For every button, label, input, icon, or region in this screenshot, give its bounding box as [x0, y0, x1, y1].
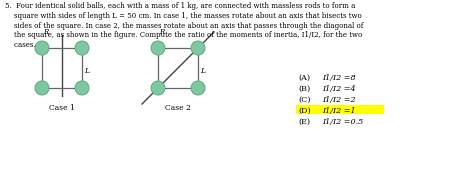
Text: square with sides of length L = 50 cm. In case 1, the masses rotate about an axi: square with sides of length L = 50 cm. I… — [5, 12, 362, 20]
Text: (B): (B) — [298, 85, 310, 93]
Text: I1/I2 =8: I1/I2 =8 — [322, 74, 356, 82]
Text: the square, as shown in the figure. Compute the ratio of the moments of inertia,: the square, as shown in the figure. Comp… — [5, 31, 362, 39]
Text: (D): (D) — [298, 107, 311, 115]
Text: I1/I2 =2: I1/I2 =2 — [322, 96, 356, 104]
Text: R: R — [43, 28, 48, 36]
Circle shape — [75, 81, 89, 95]
FancyBboxPatch shape — [296, 105, 384, 114]
Text: L: L — [200, 67, 205, 75]
Text: L: L — [84, 67, 89, 75]
Circle shape — [151, 41, 165, 55]
Text: (E): (E) — [298, 118, 310, 126]
Circle shape — [191, 41, 205, 55]
Text: 5.  Four identical solid balls, each with a mass of 1 kg, are connected with mas: 5. Four identical solid balls, each with… — [5, 2, 356, 10]
Text: I1/I2 =0.5: I1/I2 =0.5 — [322, 118, 363, 126]
Text: cases.: cases. — [5, 41, 36, 49]
Text: Case 1: Case 1 — [49, 104, 75, 112]
Text: sides of the square. In case 2, the masses rotate about an axis that passes thro: sides of the square. In case 2, the mass… — [5, 22, 364, 30]
Text: (A): (A) — [298, 74, 310, 82]
Circle shape — [35, 41, 49, 55]
Circle shape — [151, 81, 165, 95]
Text: I1/I2 =1: I1/I2 =1 — [322, 107, 356, 115]
Text: I1/I2 =4: I1/I2 =4 — [322, 85, 356, 93]
Text: R: R — [159, 28, 164, 36]
Circle shape — [191, 81, 205, 95]
Text: (C): (C) — [298, 96, 310, 104]
Text: Case 2: Case 2 — [165, 104, 191, 112]
Circle shape — [35, 81, 49, 95]
Circle shape — [75, 41, 89, 55]
